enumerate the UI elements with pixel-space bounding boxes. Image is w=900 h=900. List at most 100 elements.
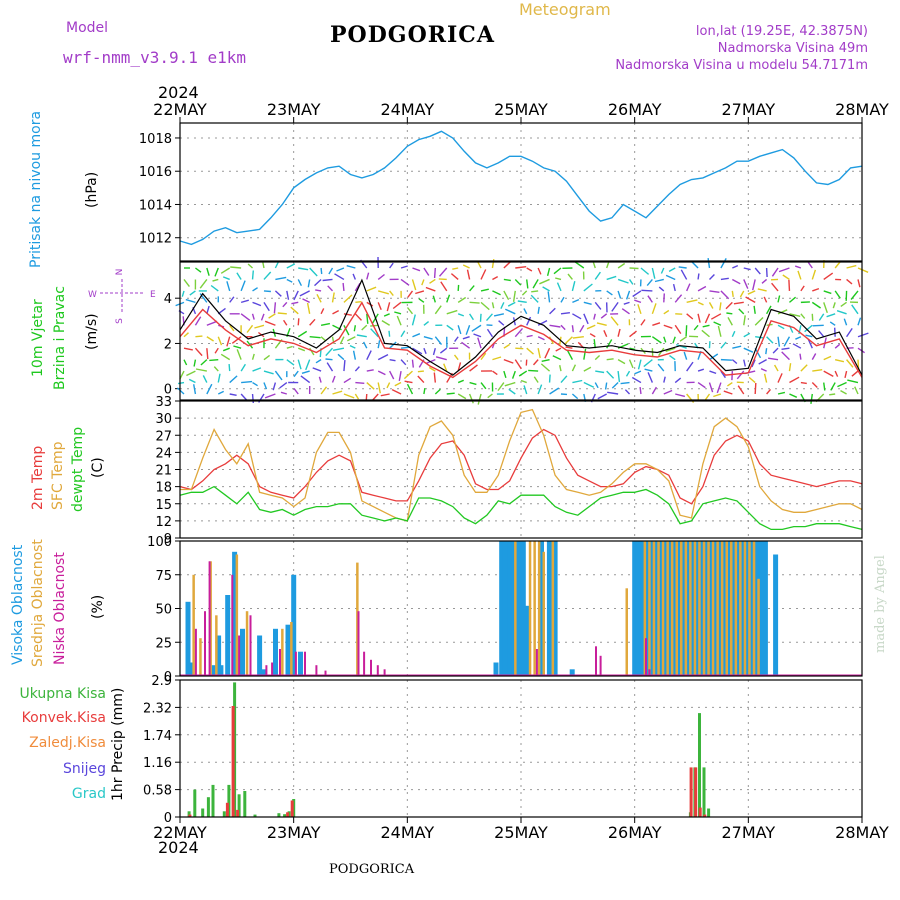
wind-barb xyxy=(479,313,482,322)
wind-barb xyxy=(438,278,447,281)
wind-barb xyxy=(789,376,800,384)
wind-barb xyxy=(206,305,210,315)
wind-barb xyxy=(571,325,574,333)
wind-barb xyxy=(606,358,614,361)
snow-label: Snijeg xyxy=(62,761,106,777)
wind-barb xyxy=(631,376,642,384)
wind-barb xyxy=(300,375,311,384)
wind-barb xyxy=(343,324,350,336)
wind-barb xyxy=(533,376,539,383)
total-precip-bar xyxy=(187,811,191,817)
wind-barb xyxy=(514,327,524,338)
conv-precip-bar xyxy=(703,814,707,817)
wind-barb xyxy=(685,325,688,337)
wind-barb xyxy=(621,308,630,315)
y-tick-label: 0 xyxy=(164,811,172,826)
wind-barb xyxy=(297,359,302,370)
wind-barb xyxy=(804,324,813,333)
wind-barb xyxy=(418,298,425,303)
wind-barb xyxy=(446,309,458,315)
wind-barb xyxy=(574,261,585,269)
total-precip-bar xyxy=(227,784,231,817)
wind-barb xyxy=(723,390,733,395)
wind-barb xyxy=(334,273,345,281)
wind-barb xyxy=(511,370,516,379)
mid-cloud-bar xyxy=(698,541,701,676)
high-cloud-bar xyxy=(188,662,194,676)
y-tick-label: 2 xyxy=(164,337,172,352)
wind-barb xyxy=(726,312,733,315)
wind-barb xyxy=(433,372,437,383)
y-tick-label: 0 xyxy=(164,383,172,398)
wind-barb xyxy=(789,296,797,303)
wind-barb xyxy=(709,353,719,361)
high-cloud-bar xyxy=(773,554,779,676)
wind-barb xyxy=(423,336,433,340)
wind-barb xyxy=(732,345,742,349)
total-precip-bar xyxy=(253,814,257,817)
wind-barb xyxy=(457,325,462,335)
wind-barb xyxy=(286,290,290,300)
wind-barb xyxy=(471,324,482,332)
wind-barb xyxy=(795,336,802,340)
wind-barb xyxy=(732,264,739,269)
mid-cloud-bar xyxy=(666,541,669,676)
wind-barb xyxy=(850,290,859,300)
wind-barb xyxy=(800,381,807,385)
wind-barb xyxy=(407,290,414,298)
wind-barb xyxy=(789,313,801,317)
high-cloud-bar xyxy=(667,541,673,676)
wind-barb xyxy=(567,273,573,280)
high-cloud-bar xyxy=(539,541,544,676)
y-tick-label: 1.74 xyxy=(143,729,172,744)
wind-barb xyxy=(503,358,514,364)
wind-barb xyxy=(564,336,573,345)
wind-barb xyxy=(366,286,377,292)
mid-cloud-bar xyxy=(693,541,697,676)
wind-barb xyxy=(583,313,589,325)
wind-barb xyxy=(651,386,658,395)
wind-barb xyxy=(400,265,408,269)
high-cloud-bar xyxy=(744,541,750,676)
wind-barb xyxy=(193,359,197,367)
wind-barb xyxy=(697,368,705,372)
wind-barb xyxy=(571,393,579,400)
wind-barb xyxy=(206,383,213,395)
low-cloud-bar xyxy=(324,670,327,676)
wind-barb xyxy=(275,276,287,281)
wind-barb xyxy=(781,351,790,361)
wind-barb xyxy=(457,362,462,372)
wind-barb xyxy=(394,381,402,387)
conv-precip-bar xyxy=(689,767,693,817)
wind-barb xyxy=(767,357,779,361)
wind-barb xyxy=(651,336,662,344)
high-cloud-bar xyxy=(516,541,522,676)
wind-barb xyxy=(214,347,219,354)
wind-barb xyxy=(349,344,356,349)
wind-barb xyxy=(272,382,277,391)
wind-barb xyxy=(485,313,493,322)
wind-barb xyxy=(469,313,474,321)
low-cloud-bar xyxy=(599,655,602,677)
high-cloud-bar xyxy=(546,541,552,676)
wind-barb xyxy=(679,336,688,342)
wind-barb xyxy=(812,369,823,372)
wind-barb xyxy=(264,393,276,399)
t2m-line xyxy=(179,428,863,505)
wind-barb xyxy=(264,320,276,326)
total-precip-bar xyxy=(237,794,241,817)
wind-barb xyxy=(354,282,361,292)
wind-barb xyxy=(297,347,306,352)
wind-barb xyxy=(651,267,656,279)
high-cloud-bar xyxy=(749,541,755,676)
wind-barb xyxy=(299,290,310,297)
y-tick-label: 4 xyxy=(164,292,172,307)
wind-barb xyxy=(423,387,426,395)
wind-barb xyxy=(274,290,282,297)
high-cloud-bar xyxy=(257,635,263,676)
wind-barb xyxy=(380,393,390,397)
wind-barb xyxy=(400,278,410,286)
wind-barb xyxy=(702,324,710,328)
wind-barb xyxy=(220,267,231,274)
wind-barb xyxy=(498,320,505,326)
